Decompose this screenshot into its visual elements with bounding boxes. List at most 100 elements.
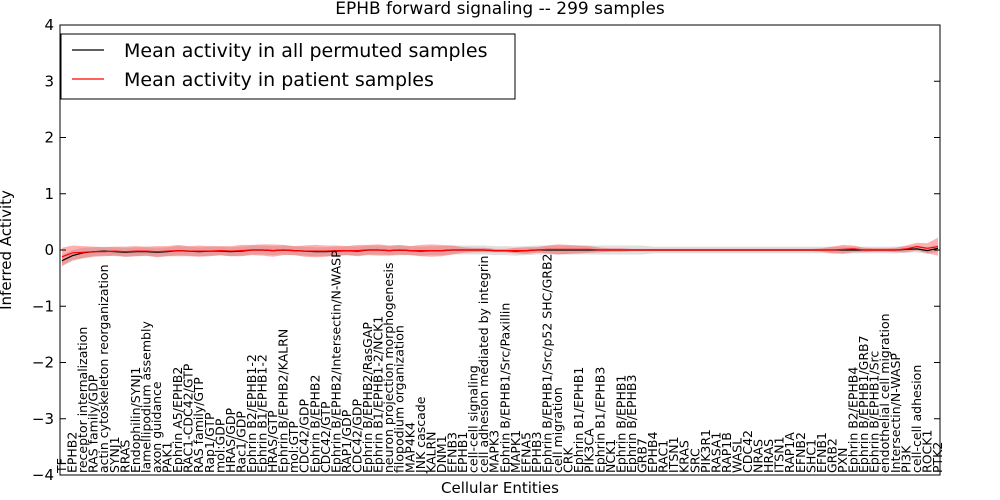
x-tick-label: SYNJ1 <box>107 436 122 473</box>
x-tick-label: RAS family/GTP <box>191 377 206 473</box>
x-tick-label: mol:GTP <box>286 421 301 473</box>
x-tick-label: GRB7 <box>635 438 650 473</box>
y-tick-label: 3 <box>44 72 54 90</box>
y-tick-label: −1 <box>32 297 54 315</box>
y-tick-label: 2 <box>44 129 54 147</box>
x-tick-label: GRB2 <box>825 438 840 473</box>
x-tick-label: TF <box>54 458 69 474</box>
x-tick-label: Ephrin B/EPHB1/GRB7 <box>856 335 871 473</box>
plot-frame <box>59 24 941 476</box>
x-tick-label: EPHB4 <box>645 432 660 473</box>
x-tick-label: PTK2 <box>930 442 945 473</box>
x-tick-label: Ephrin B1/EPHB3 <box>592 367 607 473</box>
x-tick-label: Ephrin B2/EPHB1-2 <box>244 354 259 473</box>
x-tick-label: RAP1A <box>782 432 797 473</box>
x-tick-label: RASA1 <box>708 432 723 473</box>
y-tick-label: −3 <box>32 410 54 428</box>
x-tick-label: ROCK1 <box>919 430 934 473</box>
x-tick-label: receptor internalization <box>75 327 90 473</box>
legend-box <box>60 33 516 100</box>
x-tick-label: Endophilin/SYNJ1 <box>128 367 143 473</box>
x-tick-label: Rap1/GTP <box>202 412 217 473</box>
band-patient <box>62 237 938 266</box>
x-tick-label: filopodium organization <box>392 325 407 473</box>
x-tick-label: RRAS <box>117 440 132 473</box>
x-tick-label: Ephrin B1/EPHB1 <box>571 367 586 473</box>
x-tick-label: mol:GDP <box>212 418 227 473</box>
x-tick-label: Ephrin B/EPHB3 <box>624 375 639 473</box>
x-tick-label: RAC1 <box>656 440 671 473</box>
legend-label-patient: Mean activity in patient samples <box>124 69 434 91</box>
x-tick-label: MAP4K4 <box>402 422 417 473</box>
x-tick-label: PAK1 <box>160 442 175 473</box>
x-tick-label: Ephrin B/EPHB1 <box>613 375 628 473</box>
y-tick-label: 4 <box>44 16 54 34</box>
series-lines <box>61 245 939 262</box>
x-tick-label: HRAS/GDP <box>223 407 238 473</box>
x-tick-label: cell-cell signaling <box>466 365 481 473</box>
x-tick-label: MAPK1 <box>508 430 523 473</box>
x-tick-label: NRAS <box>751 439 766 473</box>
x-tick-label: RAC1-CDC42/GTP <box>181 363 196 473</box>
x-tick-label: RAP1/GDP <box>339 409 354 473</box>
x-tick-label: KALRN <box>423 431 438 473</box>
x-tick-label: cell migration <box>550 387 565 473</box>
y-tick-label: −2 <box>32 354 54 372</box>
x-tick-label: PXN <box>835 448 850 473</box>
x-axis-label: Cellular Entities <box>441 479 559 497</box>
x-tick-label: cell-cell adhesion <box>909 365 924 473</box>
x-tick-label: CDC42/GDP <box>350 398 365 473</box>
x-tick-label: NCK1 <box>603 439 618 473</box>
x-tick-label: lamellipodium assembly <box>138 321 153 473</box>
x-tick-label: Ephrin B/EPHB1/Src <box>867 351 882 473</box>
x-tick-label: Ephrin B/EPHB1/Src/p52 SHC/GRB2 <box>540 254 555 474</box>
x-tick-label: EFNB2 <box>793 432 808 473</box>
x-tick-label: PI3K <box>898 445 913 473</box>
legend: Mean activity in all permuted samples Me… <box>60 33 516 100</box>
x-tick-label: PIK3R1 <box>698 429 713 473</box>
x-tick-label: Ephrin B1/EPHB1-2/NCK1 <box>371 316 386 473</box>
x-tick-label: Ephrin B/EPHB2/Intersectin/N-WASP <box>328 250 343 473</box>
x-tick-label: Ephrin B/EPHB2 <box>307 375 322 473</box>
x-tick-label: ITSN1 <box>772 436 787 473</box>
x-tick-label: JNK cascade <box>413 396 428 474</box>
x-tick-label: Ephrin B/EPHB2/KALRN <box>276 329 291 473</box>
x-tick-label: DNM1 <box>434 435 449 473</box>
x-tick-label: MAPK3 <box>487 430 502 473</box>
x-tick-label: EPHB3 <box>529 432 544 473</box>
x-tick-label: PIK3CA <box>582 428 597 473</box>
x-tick-label: HRAS <box>761 439 776 473</box>
series-line-patient <box>61 245 939 258</box>
y-axis-ticks: −4 −3 −2 −1 0 1 2 3 4 <box>32 16 940 484</box>
x-tick-label: CDC42/GTP <box>318 401 333 473</box>
x-tick-label: Rac1/GDP <box>233 411 248 473</box>
x-tick-label: cell adhesion mediated by integrin <box>476 256 491 473</box>
x-tick-label: Ephrin A5/EPHB2 <box>170 367 185 473</box>
x-tick-label: RAP1B <box>719 432 734 473</box>
x-tick-label: EPHB2 <box>65 432 80 473</box>
x-tick-label: CDC42 <box>740 430 755 473</box>
y-tick-label: −4 <box>32 466 54 484</box>
y-tick-label: 1 <box>44 185 54 203</box>
y-tick-label: 0 <box>44 241 54 259</box>
x-tick-label: endothelial cell migration <box>877 313 892 473</box>
x-tick-label: HRAS/GTP <box>265 410 280 473</box>
x-tick-label: WASL <box>730 438 745 473</box>
y-axis-label: Inferred Activity <box>0 190 15 310</box>
x-tick-label: SHC1 <box>803 439 818 473</box>
x-tick-label: RAS family/GDP <box>86 374 101 473</box>
x-tick-label: EFNA5 <box>518 432 533 473</box>
x-tick-label: SRC <box>687 448 702 473</box>
chart-title: EPHB forward signaling -- 299 samples <box>335 0 665 19</box>
x-tick-label: CDC42/GDP <box>297 398 312 473</box>
x-tick-label: actin cytoskeleton reorganization <box>96 264 111 473</box>
x-tick-label: EFNB1 <box>814 432 829 473</box>
legend-label-permuted: Mean activity in all permuted samples <box>124 40 487 62</box>
x-tick-label: neuron projection morphogenesis <box>381 262 396 473</box>
x-tick-label: CRK <box>561 447 576 473</box>
x-tick-label: Ephrin B/EPHB2/RasGAP <box>360 322 375 473</box>
x-tick-label: Ephrin B1/EPHB1-2 <box>255 354 270 473</box>
x-tick-label: axon guidance <box>149 381 164 473</box>
